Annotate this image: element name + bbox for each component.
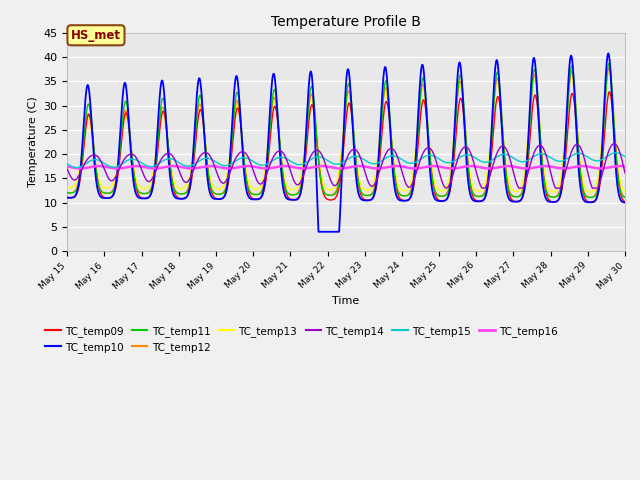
TC_temp11 [301, 148, 309, 154]
TC_temp14 [611, 141, 618, 146]
TC_temp15 [612, 150, 620, 156]
TC_temp11 [587, 194, 595, 200]
TC_temp12 [63, 190, 71, 195]
TC_temp14 [277, 148, 285, 154]
TC_temp10 [604, 50, 612, 56]
TC_temp10 [550, 199, 558, 205]
TC_temp14 [621, 170, 629, 176]
TC_temp16 [301, 166, 309, 171]
TC_temp11 [621, 194, 629, 200]
TC_temp14 [127, 151, 134, 157]
TC_temp09 [301, 158, 309, 164]
Line: TC_temp10: TC_temp10 [67, 53, 625, 232]
TC_temp15 [301, 160, 309, 166]
TC_temp11 [611, 126, 618, 132]
TC_temp09 [160, 109, 168, 115]
TC_temp09 [277, 156, 285, 162]
TC_temp15 [63, 161, 71, 167]
TC_temp12 [605, 65, 612, 71]
TC_temp15 [127, 156, 135, 162]
TC_temp15 [550, 157, 558, 163]
TC_temp09 [621, 199, 629, 205]
TC_temp14 [160, 153, 168, 158]
TC_temp15 [621, 154, 629, 159]
TC_temp12 [301, 144, 309, 150]
TC_temp10 [160, 88, 168, 94]
TC_temp12 [277, 155, 285, 161]
TC_temp09 [611, 133, 618, 139]
TC_temp12 [621, 194, 629, 200]
TC_temp12 [127, 144, 134, 150]
TC_temp11 [605, 60, 613, 66]
Title: Temperature Profile B: Temperature Profile B [271, 15, 421, 29]
Text: HS_met: HS_met [71, 29, 121, 42]
TC_temp13 [611, 122, 618, 128]
TC_temp12 [611, 126, 618, 132]
TC_temp15 [611, 150, 618, 156]
TC_temp16 [621, 164, 629, 169]
TC_temp12 [586, 194, 594, 200]
TC_temp13 [127, 143, 134, 149]
TC_temp11 [63, 190, 71, 196]
TC_temp14 [301, 167, 309, 173]
TC_temp16 [63, 164, 71, 169]
TC_temp10 [315, 229, 323, 235]
TC_temp16 [160, 164, 168, 170]
TC_temp14 [550, 182, 558, 188]
TC_temp16 [611, 164, 618, 169]
TC_temp10 [277, 168, 285, 173]
TC_temp13 [63, 185, 71, 191]
TC_temp15 [278, 155, 285, 160]
TC_temp13 [277, 151, 285, 156]
TC_temp16 [616, 163, 623, 169]
Line: TC_temp15: TC_temp15 [67, 153, 625, 168]
TC_temp10 [621, 200, 629, 205]
Line: TC_temp11: TC_temp11 [67, 63, 625, 197]
TC_temp15 [72, 165, 80, 170]
TC_temp16 [278, 163, 285, 169]
TC_temp13 [550, 189, 558, 195]
TC_temp09 [550, 199, 558, 205]
TC_temp13 [160, 112, 168, 118]
Line: TC_temp14: TC_temp14 [67, 144, 625, 188]
TC_temp16 [76, 166, 84, 171]
TC_temp16 [550, 164, 558, 170]
TC_temp12 [550, 194, 558, 200]
Line: TC_temp09: TC_temp09 [67, 92, 625, 202]
Legend: TC_temp09, TC_temp10, TC_temp11, TC_temp12, TC_temp13, TC_temp14, TC_temp15, TC_: TC_temp09, TC_temp10, TC_temp11, TC_temp… [41, 322, 562, 357]
TC_temp09 [605, 89, 613, 95]
TC_temp09 [127, 142, 134, 148]
TC_temp10 [611, 144, 618, 149]
TC_temp14 [478, 185, 486, 191]
TC_temp13 [301, 137, 309, 143]
Line: TC_temp12: TC_temp12 [67, 68, 625, 197]
TC_temp14 [63, 166, 71, 172]
TC_temp11 [277, 155, 285, 161]
X-axis label: Time: Time [333, 296, 360, 306]
TC_temp13 [605, 70, 612, 76]
TC_temp09 [587, 199, 595, 205]
TC_temp13 [621, 189, 629, 195]
TC_temp15 [160, 157, 168, 163]
TC_temp10 [127, 150, 134, 156]
TC_temp11 [550, 194, 558, 200]
TC_temp09 [63, 194, 71, 200]
TC_temp12 [160, 107, 168, 113]
Line: TC_temp13: TC_temp13 [67, 73, 625, 192]
TC_temp16 [127, 164, 135, 169]
TC_temp10 [301, 143, 309, 148]
Line: TC_temp16: TC_temp16 [67, 166, 625, 168]
Y-axis label: Temperature (C): Temperature (C) [28, 96, 38, 187]
TC_temp14 [611, 141, 618, 146]
TC_temp11 [127, 141, 134, 147]
TC_temp10 [63, 195, 71, 201]
TC_temp13 [586, 190, 594, 195]
TC_temp11 [160, 98, 168, 104]
